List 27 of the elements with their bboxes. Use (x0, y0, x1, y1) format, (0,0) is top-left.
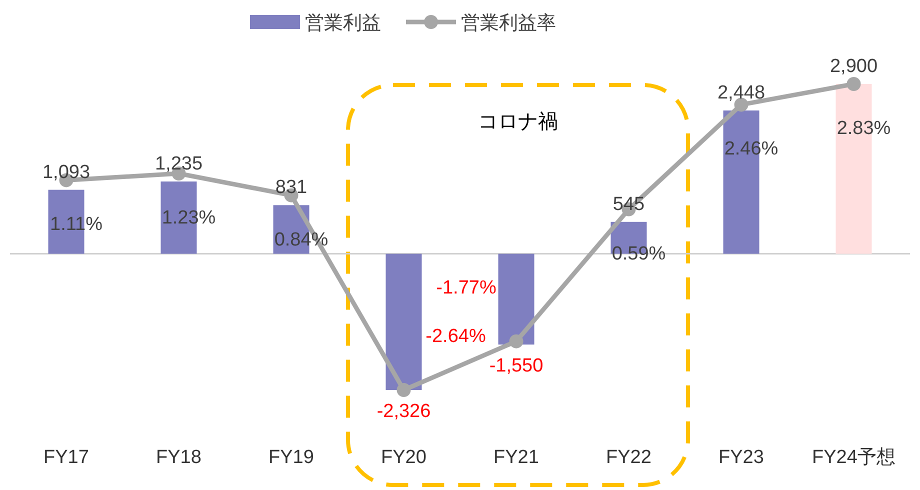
point (846, 77, 861, 91)
data-label: 545 (612, 194, 645, 215)
data-label: 831 (275, 177, 308, 198)
data-label: -2.64% (426, 326, 486, 347)
legend-label: 営業利益率 (461, 12, 556, 34)
data-label: 2,448 (717, 82, 766, 104)
x-tick-label: FY24予想 (812, 447, 896, 468)
legend-label: 営業利益 (305, 13, 381, 34)
x-tick-label: FY18 (156, 447, 202, 468)
data-label: -1.77% (436, 277, 496, 298)
data-label: 2,900 (830, 56, 878, 77)
x-tick-label: FY21 (494, 447, 539, 468)
annotation: コロナ禍 (478, 111, 558, 133)
data-label: -2,326 (376, 401, 431, 422)
x-tick-label: FY22 (606, 447, 652, 468)
x-tick-label: FY23 (718, 447, 764, 468)
data-label: 2.83% (836, 118, 891, 139)
data-label: 1,235 (154, 153, 203, 174)
data-label: -1,550 (489, 356, 544, 377)
point (396, 383, 411, 397)
data-label: 1,093 (42, 162, 90, 183)
bar (386, 254, 422, 390)
point (509, 334, 524, 348)
x-tick-label: FY19 (268, 447, 314, 468)
x-tick-label: FY17 (44, 447, 89, 468)
x-tick-label: FY20 (381, 447, 426, 468)
bar (498, 254, 534, 345)
